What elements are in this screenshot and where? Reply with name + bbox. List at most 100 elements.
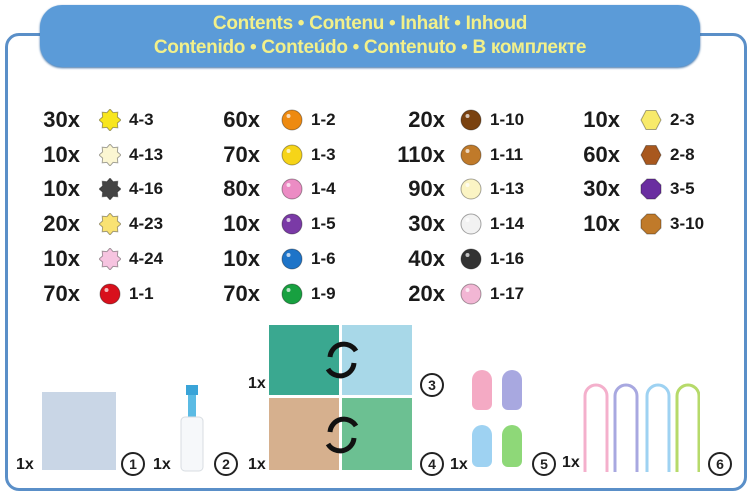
bead-row: 10x 1-6 — [0, 244, 750, 274]
bead-circle-icon — [460, 244, 482, 274]
bead-code: 1-10 — [490, 110, 525, 129]
bead-quantity: 40x — [408, 246, 445, 271]
bead-row: 70x 1-1 — [0, 279, 750, 309]
bead-octagon-icon — [640, 174, 662, 204]
bead-quantity: 70x — [223, 142, 260, 167]
bead-row: 60x 2-8 — [0, 140, 750, 170]
item-qty: 1x — [562, 454, 580, 471]
bead-row: 70x 1-9 — [0, 279, 750, 309]
bead-circle-icon — [281, 279, 303, 309]
bead-hexagon-icon — [640, 140, 662, 170]
bead-code: 4-24 — [129, 249, 164, 268]
bead-circle-icon — [281, 244, 303, 274]
item-qty: 1x — [248, 456, 266, 473]
bead-quantity: 10x — [583, 107, 620, 132]
bead-quantity: 90x — [408, 176, 445, 201]
bead-quantity: 60x — [583, 142, 620, 167]
bead-row: 70x 1-3 — [0, 140, 750, 170]
pegboard-image — [42, 392, 116, 470]
bead-code: 4-13 — [129, 145, 164, 164]
bead-quantity: 70x — [43, 281, 80, 306]
bead-quantity: 30x — [43, 107, 80, 132]
bead-code: 3-10 — [670, 214, 705, 233]
bead-circle-icon — [460, 209, 482, 239]
bead-star-icon — [99, 244, 121, 274]
bead-star-icon — [99, 209, 121, 239]
bead-code: 4-16 — [129, 179, 164, 198]
bead-row: 10x 3-10 — [0, 209, 750, 239]
template-image — [269, 398, 339, 470]
bead-code: 1-1 — [129, 284, 154, 303]
bead-code: 1-2 — [311, 110, 336, 129]
bead-code: 1-5 — [311, 214, 336, 233]
bead-row: 30x 1-14 — [0, 209, 750, 239]
bead-code: 1-6 — [311, 249, 336, 268]
bead-star-icon — [99, 140, 121, 170]
bead-code: 1-16 — [490, 249, 525, 268]
bead-circle-icon — [281, 140, 303, 170]
bead-circle-icon — [460, 174, 482, 204]
bead-code: 4-3 — [129, 110, 154, 129]
template-image — [269, 325, 339, 395]
item-number: 6 — [708, 452, 732, 476]
bead-code: 1-4 — [311, 179, 336, 198]
bead-quantity: 30x — [583, 176, 620, 201]
bead-quantity: 10x — [43, 176, 80, 201]
bead-circle-icon — [281, 105, 303, 135]
bead-code: 1-14 — [490, 214, 525, 233]
template-image — [342, 325, 412, 395]
swap-arrows-icon — [325, 341, 359, 379]
bead-quantity: 80x — [223, 176, 260, 201]
bead-circle-icon — [99, 279, 121, 309]
clip-icon — [472, 425, 492, 467]
bead-star-icon — [99, 105, 121, 135]
bead-row: 10x 4-24 — [0, 244, 750, 274]
clip-icon — [472, 370, 492, 410]
bead-quantity: 20x — [43, 211, 80, 236]
bead-row: 10x 2-3 — [0, 105, 750, 135]
item-number: 2 — [214, 452, 238, 476]
bead-row: 20x 4-23 — [0, 209, 750, 239]
item-number: 5 — [532, 452, 556, 476]
spray-bottle-icon — [180, 385, 204, 472]
bead-row: 20x 1-17 — [0, 279, 750, 309]
bead-code: 1-9 — [311, 284, 336, 303]
item-qty: 1x — [16, 456, 34, 473]
bead-circle-icon — [281, 174, 303, 204]
bead-row: 10x 1-5 — [0, 209, 750, 239]
bead-row: 20x 1-10 — [0, 105, 750, 135]
bead-code: 2-8 — [670, 145, 695, 164]
item-number: 3 — [420, 373, 444, 397]
bead-quantity: 30x — [408, 211, 445, 236]
swap-arrows-icon — [325, 416, 359, 454]
bead-quantity: 20x — [408, 107, 445, 132]
item-qty: 1x — [450, 456, 468, 473]
bead-quantity: 10x — [43, 246, 80, 271]
bead-code: 1-13 — [490, 179, 525, 198]
template-image — [342, 398, 412, 470]
bead-code: 1-11 — [490, 145, 524, 164]
item-number: 1 — [121, 452, 145, 476]
straps-icon — [583, 383, 700, 472]
bead-quantity: 10x — [223, 211, 260, 236]
item-number: 4 — [420, 452, 444, 476]
bead-circle-icon — [460, 140, 482, 170]
bead-row: 110x 1-11 — [0, 140, 750, 170]
bead-circle-icon — [460, 105, 482, 135]
bead-quantity: 70x — [223, 281, 260, 306]
bead-circle-icon — [281, 209, 303, 239]
bead-star-icon — [99, 174, 121, 204]
bead-code: 1-17 — [490, 284, 525, 303]
bead-quantity: 10x — [43, 142, 80, 167]
header-line-1: Contents • Contenu • Inhalt • Inhoud — [212, 13, 528, 34]
clip-icon — [502, 370, 522, 410]
bead-row: 60x 1-2 — [0, 105, 750, 135]
contents-header: Contents • Contenu • Inhalt • Inhoud Con… — [40, 5, 700, 67]
bead-quantity: 20x — [408, 281, 445, 306]
bead-row: 30x 3-5 — [0, 174, 750, 204]
bead-row: 40x 1-16 — [0, 244, 750, 274]
bead-code: 2-3 — [670, 110, 695, 129]
item-qty: 1x — [248, 375, 266, 392]
bead-quantity: 10x — [583, 211, 620, 236]
bead-row: 10x 4-16 — [0, 174, 750, 204]
